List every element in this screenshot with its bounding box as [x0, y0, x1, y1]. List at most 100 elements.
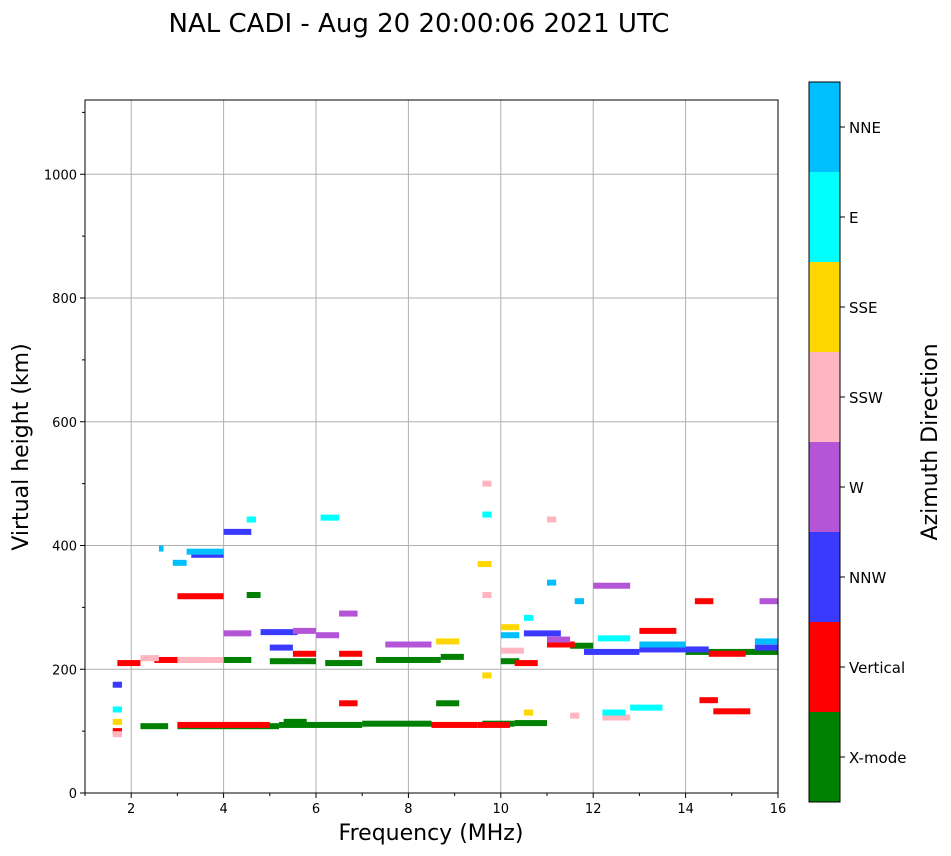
echo-mark: [112, 728, 122, 735]
colorbar-segment: [809, 82, 840, 172]
echo-mark: [260, 629, 298, 636]
y-tick-label: 1000: [44, 168, 77, 183]
echo-mark: [269, 644, 293, 651]
echo-mark: [112, 731, 122, 738]
echo-mark: [191, 551, 224, 558]
echo-mark: [523, 709, 534, 716]
y-tick-label: 600: [52, 416, 77, 431]
echo-mark: [482, 592, 492, 598]
colorbar-label: NNW: [849, 569, 886, 587]
echo-mark: [316, 632, 340, 639]
echo-mark: [547, 636, 571, 643]
echo-mark: [754, 644, 778, 651]
echo-mark: [279, 721, 363, 728]
echo-mark: [158, 545, 164, 552]
echo-mark: [500, 624, 520, 631]
echo-mark: [482, 480, 492, 487]
x-tick-label: 16: [770, 802, 787, 817]
echo-mark: [547, 516, 557, 523]
series-nne: [158, 545, 778, 648]
echo-mark: [140, 723, 169, 730]
echo-mark: [713, 708, 751, 715]
series-vertical: [112, 593, 751, 735]
x-tick-label: 8: [404, 802, 412, 817]
echo-mark: [602, 714, 631, 721]
colorbar-segment: [809, 622, 840, 712]
colorbar-segment: [809, 262, 840, 352]
echo-mark: [339, 700, 358, 707]
colorbar-segment: [809, 442, 840, 532]
colorbar-label: Vertical: [849, 659, 905, 677]
echo-mark: [547, 641, 575, 648]
echo-mark: [339, 650, 363, 657]
echo-mark: [630, 704, 663, 711]
series-x-mode: [140, 592, 778, 730]
echo-mark: [477, 721, 511, 728]
x-tick-label: 6: [312, 802, 320, 817]
data-marks: [112, 480, 778, 738]
x-tick-label: 12: [585, 802, 602, 817]
echo-mark: [186, 548, 224, 555]
y-tick-label: 0: [69, 787, 77, 802]
echo-mark: [500, 647, 524, 654]
echo-mark: [177, 593, 224, 600]
echo-mark: [514, 660, 538, 667]
echo-mark: [269, 658, 316, 665]
echo-mark: [639, 646, 709, 653]
echo-mark: [699, 697, 718, 704]
echo-mark: [172, 559, 187, 566]
echo-mark: [547, 579, 557, 586]
echo-mark: [597, 635, 631, 642]
echo-mark: [339, 610, 358, 617]
colorbar-title: Azimuth Direction: [918, 343, 943, 540]
echo-mark: [602, 709, 626, 716]
echo-mark: [570, 642, 594, 649]
echo-mark: [436, 700, 460, 707]
series-e: [112, 511, 663, 716]
series-nnw: [112, 528, 778, 688]
echo-mark: [117, 660, 141, 667]
grid-lines: [85, 100, 779, 794]
series-sse: [112, 561, 534, 725]
echo-mark: [570, 712, 580, 719]
echo-mark: [482, 511, 492, 518]
echo-mark: [708, 650, 746, 657]
echo-mark: [436, 638, 460, 645]
echo-mark: [523, 614, 534, 621]
colorbar-label: X-mode: [849, 749, 906, 767]
echo-mark: [320, 514, 340, 521]
echo-mark: [574, 598, 584, 605]
colorbar-label: SSE: [849, 299, 878, 317]
y-tick-label: 800: [52, 292, 77, 307]
echo-mark: [362, 720, 432, 727]
echo-mark: [759, 598, 778, 605]
echo-mark: [431, 721, 478, 728]
y-tick-label: 400: [52, 540, 77, 555]
x-axis-label: Frequency (MHz): [339, 821, 524, 846]
echo-mark: [112, 681, 122, 688]
plot-frame: [84, 99, 779, 794]
echo-mark: [223, 630, 252, 637]
colorbar: X-mode Vertical NNW W SSW SSE E NNE: [808, 81, 906, 803]
echo-mark: [523, 630, 561, 637]
x-tick-label: 14: [677, 802, 694, 817]
colorbar-segment: [809, 352, 840, 442]
echo-mark: [223, 656, 252, 663]
echo-mark: [325, 660, 363, 667]
echo-mark: [177, 656, 224, 663]
echo-mark: [440, 653, 464, 660]
echo-mark: [477, 561, 492, 568]
echo-mark: [140, 655, 159, 662]
echo-mark: [385, 641, 432, 648]
plot-axes: [84, 99, 779, 794]
colorbar-label: NNE: [849, 119, 881, 137]
axis-ticks: 2 4 6 8 10 12 14 16 0 200 400 600 800 1000: [44, 111, 787, 817]
echo-mark: [283, 718, 307, 725]
colorbar-segment: [809, 532, 840, 622]
y-axis-label: Virtual height (km): [9, 343, 34, 550]
echo-mark: [376, 656, 441, 663]
echo-mark: [583, 648, 640, 655]
echo-mark: [292, 650, 316, 657]
echo-mark: [246, 516, 256, 523]
